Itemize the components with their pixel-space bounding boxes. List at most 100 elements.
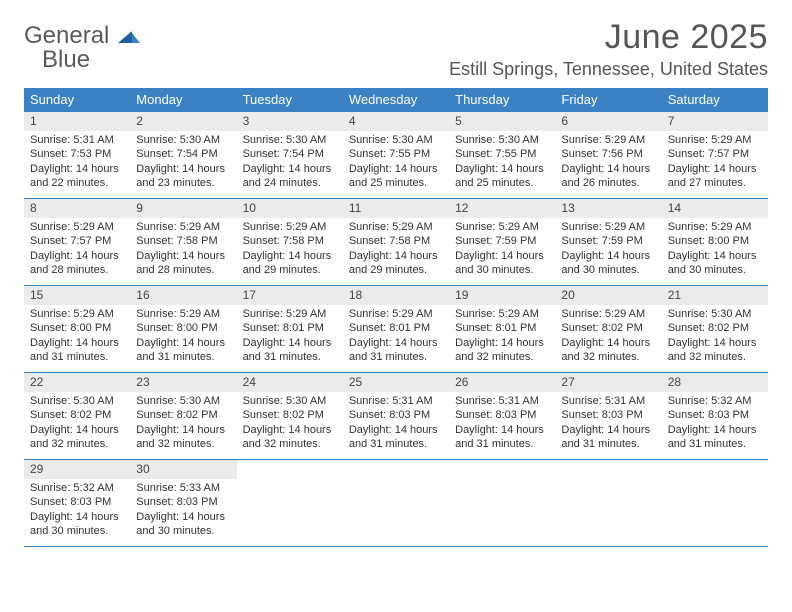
sunrise-line: Sunrise: 5:30 AM [136,394,230,408]
week-row: 1Sunrise: 5:31 AMSunset: 7:53 PMDaylight… [24,112,768,199]
daylight-line: Daylight: 14 hours and 28 minutes. [30,249,124,278]
day-cell-empty [449,460,555,546]
sunrise-line: Sunrise: 5:29 AM [30,307,124,321]
daylight-line: Daylight: 14 hours and 26 minutes. [561,162,655,191]
day-number: 13 [555,199,661,218]
day-body: Sunrise: 5:29 AMSunset: 8:00 PMDaylight:… [130,305,236,364]
sunrise-line: Sunrise: 5:30 AM [30,394,124,408]
day-body: Sunrise: 5:31 AMSunset: 8:03 PMDaylight:… [555,392,661,451]
day-cell: 13Sunrise: 5:29 AMSunset: 7:59 PMDayligh… [555,199,661,285]
logo-text-bottom: Blue [42,46,90,73]
sunset-line: Sunset: 7:57 PM [30,234,124,248]
day-cell: 27Sunrise: 5:31 AMSunset: 8:03 PMDayligh… [555,373,661,459]
sunrise-line: Sunrise: 5:32 AM [668,394,762,408]
daylight-line: Daylight: 14 hours and 32 minutes. [243,423,337,452]
sunrise-line: Sunrise: 5:29 AM [243,220,337,234]
day-cell: 28Sunrise: 5:32 AMSunset: 8:03 PMDayligh… [662,373,768,459]
daylight-line: Daylight: 14 hours and 29 minutes. [243,249,337,278]
daylight-line: Daylight: 14 hours and 28 minutes. [136,249,230,278]
day-number: 6 [555,112,661,131]
sunset-line: Sunset: 7:55 PM [455,147,549,161]
daylight-line: Daylight: 14 hours and 31 minutes. [30,336,124,365]
sunset-line: Sunset: 8:02 PM [561,321,655,335]
sunset-line: Sunset: 8:02 PM [668,321,762,335]
day-number: 12 [449,199,555,218]
daylight-line: Daylight: 14 hours and 32 minutes. [455,336,549,365]
day-cell: 20Sunrise: 5:29 AMSunset: 8:02 PMDayligh… [555,286,661,372]
sunrise-line: Sunrise: 5:29 AM [561,220,655,234]
day-body: Sunrise: 5:32 AMSunset: 8:03 PMDaylight:… [662,392,768,451]
daylight-line: Daylight: 14 hours and 30 minutes. [668,249,762,278]
day-number: 30 [130,460,236,479]
daylight-line: Daylight: 14 hours and 31 minutes. [136,336,230,365]
sunrise-line: Sunrise: 5:31 AM [561,394,655,408]
daylight-line: Daylight: 14 hours and 23 minutes. [136,162,230,191]
daylight-line: Daylight: 14 hours and 24 minutes. [243,162,337,191]
daylight-line: Daylight: 14 hours and 25 minutes. [455,162,549,191]
day-body: Sunrise: 5:29 AMSunset: 7:59 PMDaylight:… [555,218,661,277]
day-number: 9 [130,199,236,218]
day-body: Sunrise: 5:30 AMSunset: 7:55 PMDaylight:… [343,131,449,190]
day-number: 16 [130,286,236,305]
sunset-line: Sunset: 7:58 PM [349,234,443,248]
day-number: 1 [24,112,130,131]
sunrise-line: Sunrise: 5:32 AM [30,481,124,495]
day-cell: 6Sunrise: 5:29 AMSunset: 7:56 PMDaylight… [555,112,661,198]
logo-text: General Blue [24,24,140,72]
day-body: Sunrise: 5:30 AMSunset: 7:55 PMDaylight:… [449,131,555,190]
day-header: Monday [130,88,236,112]
sunrise-line: Sunrise: 5:29 AM [668,133,762,147]
day-number: 2 [130,112,236,131]
day-cell: 11Sunrise: 5:29 AMSunset: 7:58 PMDayligh… [343,199,449,285]
week-row: 22Sunrise: 5:30 AMSunset: 8:02 PMDayligh… [24,373,768,460]
day-body: Sunrise: 5:30 AMSunset: 8:02 PMDaylight:… [237,392,343,451]
sunset-line: Sunset: 8:03 PM [349,408,443,422]
sunset-line: Sunset: 7:58 PM [243,234,337,248]
day-cell: 7Sunrise: 5:29 AMSunset: 7:57 PMDaylight… [662,112,768,198]
day-body: Sunrise: 5:29 AMSunset: 7:58 PMDaylight:… [130,218,236,277]
day-cell: 3Sunrise: 5:30 AMSunset: 7:54 PMDaylight… [237,112,343,198]
daylight-line: Daylight: 14 hours and 30 minutes. [30,510,124,539]
sunrise-line: Sunrise: 5:31 AM [349,394,443,408]
sunrise-line: Sunrise: 5:30 AM [455,133,549,147]
sunrise-line: Sunrise: 5:29 AM [136,307,230,321]
day-number: 20 [555,286,661,305]
daylight-line: Daylight: 14 hours and 32 minutes. [30,423,124,452]
sunset-line: Sunset: 8:00 PM [30,321,124,335]
day-body: Sunrise: 5:33 AMSunset: 8:03 PMDaylight:… [130,479,236,538]
day-body: Sunrise: 5:29 AMSunset: 7:57 PMDaylight:… [24,218,130,277]
day-number: 14 [662,199,768,218]
day-number: 27 [555,373,661,392]
sunset-line: Sunset: 8:02 PM [30,408,124,422]
day-body: Sunrise: 5:29 AMSunset: 7:59 PMDaylight:… [449,218,555,277]
weeks-container: 1Sunrise: 5:31 AMSunset: 7:53 PMDaylight… [24,112,768,547]
day-cell: 8Sunrise: 5:29 AMSunset: 7:57 PMDaylight… [24,199,130,285]
daylight-line: Daylight: 14 hours and 31 minutes. [349,423,443,452]
sunset-line: Sunset: 8:03 PM [136,495,230,509]
sunset-line: Sunset: 8:01 PM [349,321,443,335]
day-cell: 14Sunrise: 5:29 AMSunset: 8:00 PMDayligh… [662,199,768,285]
daylight-line: Daylight: 14 hours and 32 minutes. [668,336,762,365]
sunrise-line: Sunrise: 5:31 AM [455,394,549,408]
day-cell: 1Sunrise: 5:31 AMSunset: 7:53 PMDaylight… [24,112,130,198]
day-cell: 9Sunrise: 5:29 AMSunset: 7:58 PMDaylight… [130,199,236,285]
day-body: Sunrise: 5:31 AMSunset: 8:03 PMDaylight:… [449,392,555,451]
day-body: Sunrise: 5:30 AMSunset: 8:02 PMDaylight:… [130,392,236,451]
daylight-line: Daylight: 14 hours and 22 minutes. [30,162,124,191]
day-cell-empty [662,460,768,546]
sunset-line: Sunset: 8:01 PM [455,321,549,335]
daylight-line: Daylight: 14 hours and 29 minutes. [349,249,443,278]
day-cell: 23Sunrise: 5:30 AMSunset: 8:02 PMDayligh… [130,373,236,459]
day-number: 10 [237,199,343,218]
sunset-line: Sunset: 7:56 PM [561,147,655,161]
day-body: Sunrise: 5:29 AMSunset: 7:56 PMDaylight:… [555,131,661,190]
day-number: 23 [130,373,236,392]
sunset-line: Sunset: 7:58 PM [136,234,230,248]
daylight-line: Daylight: 14 hours and 31 minutes. [243,336,337,365]
daylight-line: Daylight: 14 hours and 32 minutes. [136,423,230,452]
sunset-line: Sunset: 8:00 PM [136,321,230,335]
week-row: 8Sunrise: 5:29 AMSunset: 7:57 PMDaylight… [24,199,768,286]
sunrise-line: Sunrise: 5:30 AM [136,133,230,147]
sunset-line: Sunset: 8:00 PM [668,234,762,248]
sunrise-line: Sunrise: 5:29 AM [349,220,443,234]
